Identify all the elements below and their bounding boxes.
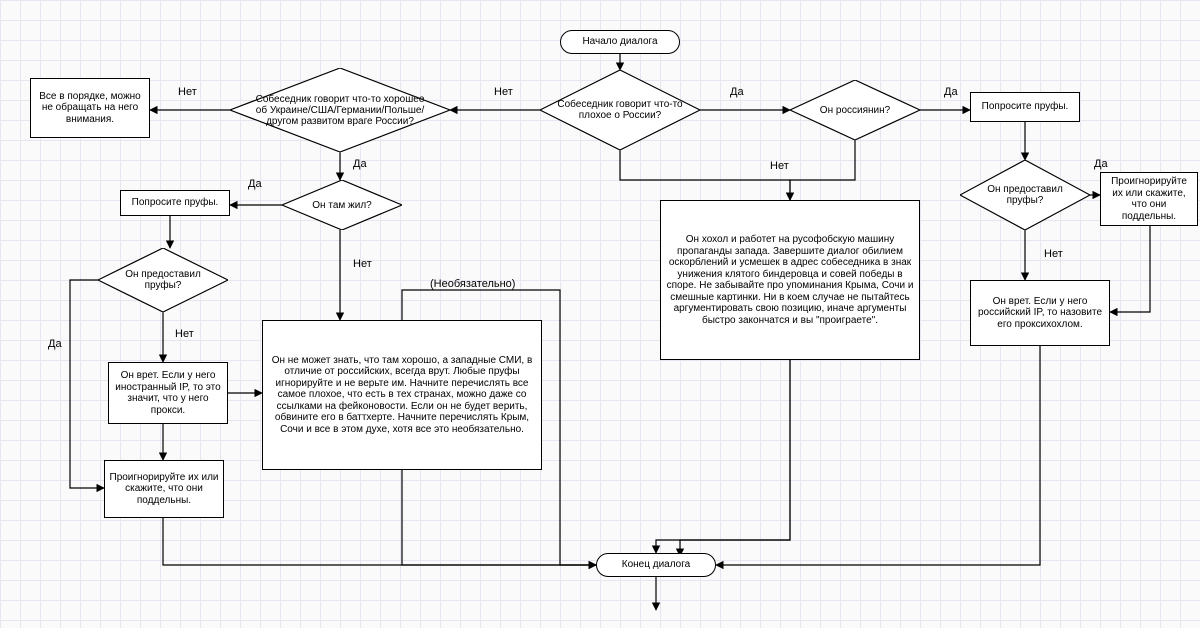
node-he-lies-right: Он врет. Если у него российский IP, то н…: [970, 280, 1110, 346]
node-ask-proofs-right: Попросите пруфы.: [970, 92, 1080, 122]
node-text: Он предоставил пруфы?: [111, 269, 215, 291]
edge-label: Да: [353, 158, 367, 170]
edge-label: Да: [730, 86, 744, 98]
node-text: Проигнорируйте их или скажите, что они п…: [1105, 176, 1193, 222]
node-he-lies-left: Он врет. Если у него иностранный IP, то …: [108, 362, 228, 424]
node-text: Проигнорируйте их или скажите, что они п…: [109, 472, 219, 507]
node-text: Он врет. Если у него российский IP, то н…: [975, 296, 1105, 331]
node-text: Начало диалога: [582, 36, 657, 48]
edge-label: Да: [48, 338, 62, 350]
node-decision-is-russian: Он россиянин?: [790, 80, 920, 140]
node-text: Он там жил?: [312, 200, 371, 211]
node-text: Все в порядке, можно не обращать на него…: [35, 91, 145, 126]
node-text: Он врет. Если у него иностранный IP, то …: [113, 370, 223, 416]
node-text: Конец диалога: [622, 559, 690, 571]
node-text: Он предоставил пруфы?: [973, 184, 1077, 206]
edge-label: Нет: [175, 328, 194, 340]
node-end: Конец диалога: [596, 553, 716, 577]
flowchart-canvas: Начало диалога Собеседник говорит что-то…: [0, 0, 1200, 628]
node-ask-proofs-left: Попросите пруфы.: [120, 190, 230, 216]
edge-label: Нет: [353, 258, 372, 270]
node-decision-lived-there: Он там жил?: [282, 180, 402, 230]
node-text: Собеседник говорит что-то плохое о Росси…: [556, 99, 684, 121]
edge-label: Нет: [494, 86, 513, 98]
node-decision-gave-proofs-right: Он предоставил пруфы?: [960, 160, 1090, 230]
node-start: Начало диалога: [560, 30, 680, 54]
node-text: Попросите пруфы.: [982, 101, 1069, 113]
node-text: Он не может знать, что там хорошо, а зап…: [267, 355, 537, 436]
node-text: Попросите пруфы.: [132, 197, 219, 209]
node-text: Он хохол и работет на русофобскую машину…: [665, 234, 915, 326]
node-decision-bad-about-russia: Собеседник говорит что-то плохое о Росси…: [540, 70, 700, 150]
node-all-ok: Все в порядке, можно не обращать на него…: [30, 78, 150, 138]
node-decision-gave-proofs-left: Он предоставил пруфы?: [98, 248, 228, 312]
edge-label: Да: [1094, 158, 1108, 170]
node-ignore-proofs-right: Проигнорируйте их или скажите, что они п…: [1100, 172, 1198, 226]
edge-label: Нет: [770, 160, 789, 172]
node-khokhol-rant: Он хохол и работет на русофобскую машину…: [660, 200, 920, 360]
node-text: Собеседник говорит что-то хорошее об Укр…: [252, 94, 428, 127]
edge-label: Да: [944, 86, 958, 98]
edge-label: Нет: [178, 86, 197, 98]
edge-label: (Необязательно): [430, 278, 515, 290]
node-ignore-proofs-left: Проигнорируйте их или скажите, что они п…: [104, 460, 224, 518]
node-decision-good-about-enemies: Собеседник говорит что-то хорошее об Укр…: [230, 68, 450, 152]
edge-label: Нет: [1044, 248, 1063, 260]
node-text: Он россиянин?: [820, 105, 890, 116]
node-cannot-know: Он не может знать, что там хорошо, а зап…: [262, 320, 542, 470]
edge-label: Да: [248, 178, 262, 190]
